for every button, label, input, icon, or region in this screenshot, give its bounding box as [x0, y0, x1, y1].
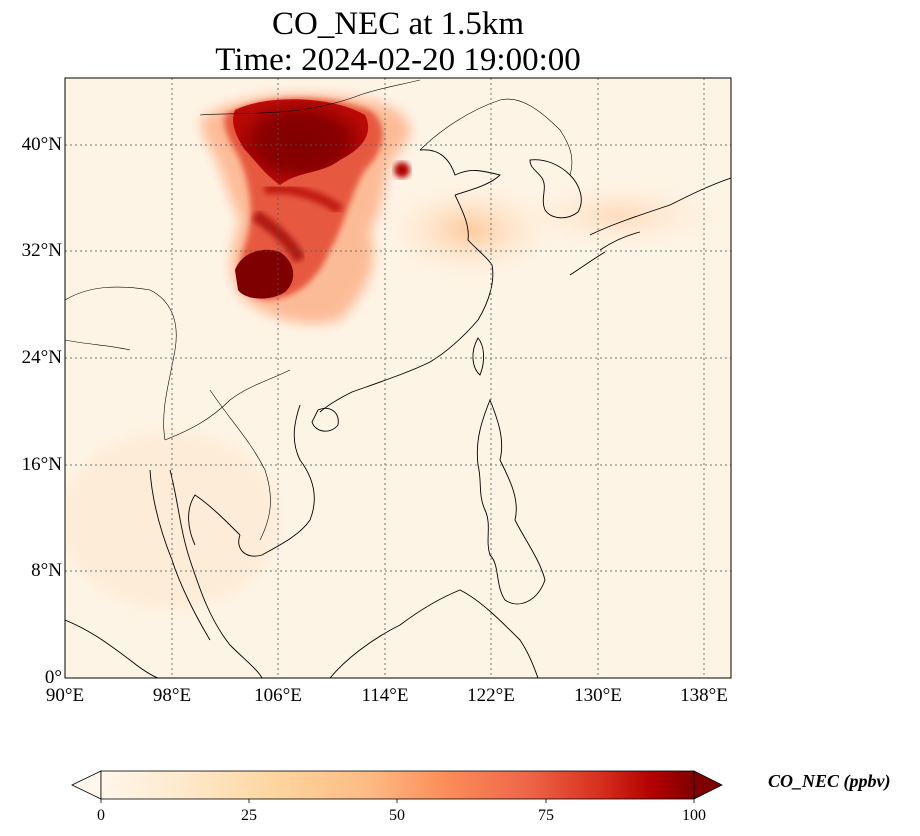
colorbar-tick-label: 0: [97, 807, 105, 824]
lat-tick-label: 32°N: [21, 240, 62, 261]
plume-patch-east: [394, 162, 410, 178]
colorbar-tick-label: 75: [538, 807, 554, 824]
coastlines: [65, 79, 731, 678]
haze-korea-japan: [510, 180, 730, 250]
colorbar-tick-label: 25: [241, 807, 257, 824]
colorbar-gradient: [100, 770, 695, 800]
lon-tick-label: 90°E: [45, 685, 85, 706]
lon-tick-label: 106°E: [254, 685, 302, 706]
lat-tick-label: 8°N: [31, 560, 62, 581]
lon-tick-label: 122°E: [467, 685, 515, 706]
plume-core-north: [233, 99, 369, 185]
map-subtitle-time: Time: 2024-02-20 19:00:00: [215, 42, 581, 78]
lat-tick-label: 24°N: [21, 347, 62, 368]
graticule: [65, 78, 731, 678]
plume-core-south: [235, 249, 294, 299]
lon-tick-label: 138°E: [680, 685, 728, 706]
colorbar-tick-label: 50: [389, 807, 405, 824]
plume-streak: [263, 183, 343, 215]
colorbar-label: CO_NEC (ppbv): [768, 771, 891, 791]
lon-tick-label: 130°E: [574, 685, 622, 706]
lat-tick-label: 0°: [44, 667, 62, 688]
lon-tick-label: 114°E: [361, 685, 409, 706]
lat-tick-label: 40°N: [21, 134, 62, 155]
colorbar-extend-low: [71, 770, 102, 800]
colorbar-extend-high: [693, 770, 723, 800]
plume-streak: [251, 210, 306, 263]
map-frame: [64, 77, 732, 679]
lat-tick-label: 16°N: [21, 454, 62, 475]
colorbar-tick-label: 100: [682, 807, 706, 824]
map-title: CO_NEC at 1.5km: [271, 6, 525, 42]
lon-tick-label: 98°E: [152, 685, 192, 706]
